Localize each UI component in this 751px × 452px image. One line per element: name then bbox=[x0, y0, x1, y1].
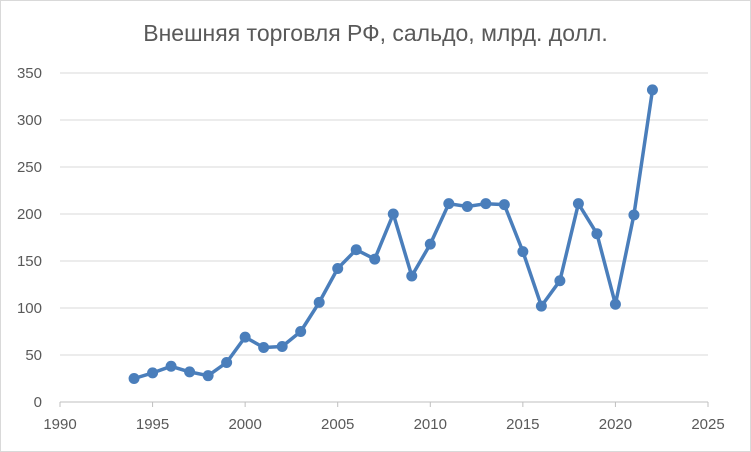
data-point bbox=[609, 298, 621, 310]
data-point bbox=[258, 341, 270, 353]
y-tick-label: 250 bbox=[17, 159, 42, 176]
data-point bbox=[517, 246, 529, 258]
data-point bbox=[572, 198, 584, 210]
data-point bbox=[147, 367, 159, 379]
data-point bbox=[165, 360, 177, 372]
data-point bbox=[461, 200, 473, 212]
data-point bbox=[535, 300, 547, 312]
x-tick-label: 1995 bbox=[136, 416, 169, 433]
data-point bbox=[406, 270, 418, 282]
chart-title: Внешняя торговля РФ, сальдо, млрд. долл. bbox=[143, 20, 608, 46]
data-point bbox=[313, 296, 325, 308]
x-tick-label: 2025 bbox=[691, 416, 724, 433]
y-tick-label: 300 bbox=[17, 112, 42, 129]
y-tick-label: 0 bbox=[34, 394, 42, 411]
data-point bbox=[628, 209, 640, 221]
data-point bbox=[350, 244, 362, 256]
y-tick-label: 200 bbox=[17, 206, 42, 223]
series-layer bbox=[128, 84, 658, 384]
data-point bbox=[480, 198, 492, 210]
y-axis-tick-labels: 0 50 100 150 200 250 300 350 bbox=[17, 65, 42, 411]
data-point bbox=[184, 366, 196, 378]
y-tick-label: 150 bbox=[17, 253, 42, 270]
data-point bbox=[498, 199, 510, 211]
x-tick-label: 2010 bbox=[414, 416, 447, 433]
data-point bbox=[424, 238, 436, 250]
x-tick-label: 2000 bbox=[228, 416, 261, 433]
gridlines bbox=[60, 72, 708, 356]
x-axis-tick-labels: 1990 1995 2000 2005 2010 2015 2020 2025 bbox=[43, 416, 724, 433]
data-point bbox=[202, 370, 214, 382]
y-tick-label: 350 bbox=[17, 65, 42, 82]
data-point bbox=[221, 357, 233, 369]
series-line bbox=[132, 88, 655, 381]
data-point bbox=[554, 275, 566, 287]
x-axis bbox=[59, 401, 709, 407]
x-tick-label: 2020 bbox=[599, 416, 632, 433]
data-point bbox=[646, 84, 658, 96]
y-tick-label: 100 bbox=[17, 300, 42, 317]
data-point bbox=[387, 208, 399, 220]
data-point bbox=[591, 228, 603, 240]
data-point bbox=[295, 326, 307, 337]
data-point bbox=[239, 331, 251, 343]
data-point bbox=[369, 253, 381, 265]
data-point bbox=[332, 263, 344, 275]
x-tick-label: 2005 bbox=[321, 416, 354, 433]
data-point bbox=[128, 373, 140, 384]
data-point bbox=[276, 341, 288, 353]
y-tick-label: 50 bbox=[25, 347, 42, 364]
x-tick-label: 1990 bbox=[43, 416, 76, 433]
x-tick-label: 2015 bbox=[506, 416, 539, 433]
data-point bbox=[443, 198, 455, 210]
